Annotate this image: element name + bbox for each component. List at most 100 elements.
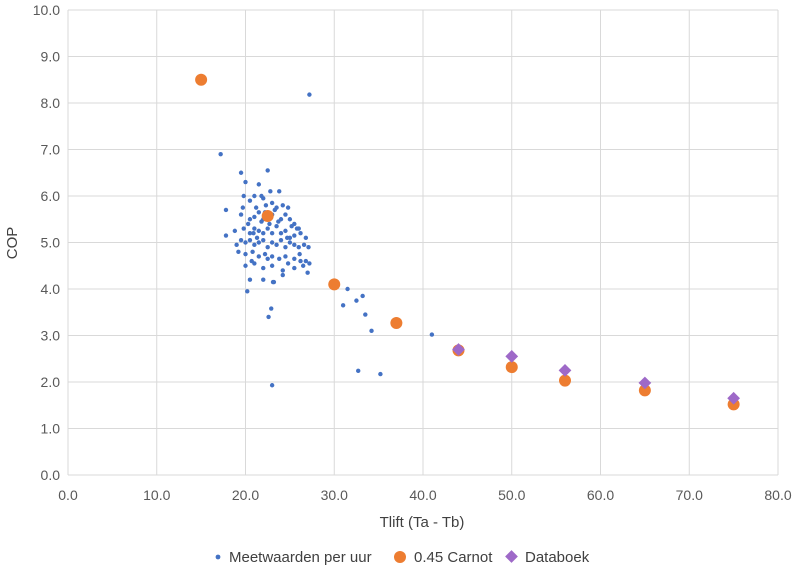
point-meetwaarde xyxy=(356,368,361,374)
y-tick-label: 0.0 xyxy=(41,467,61,483)
point-meetwaarde xyxy=(252,193,257,199)
point-meetwaarde xyxy=(277,189,282,194)
point-meetwaarde xyxy=(303,235,309,241)
point-meetwaarde xyxy=(250,249,255,254)
point-meetwaarde xyxy=(232,228,238,234)
y-tick-label: 8.0 xyxy=(41,95,61,111)
point-meetwaarde xyxy=(247,277,253,282)
point-meetwaarde xyxy=(259,219,264,224)
point-meetwaarde xyxy=(283,254,288,259)
series-0 xyxy=(218,92,435,388)
point-meetwaarde xyxy=(274,242,279,248)
x-tick-label: 40.0 xyxy=(409,487,436,503)
point-meetwaarde xyxy=(298,258,303,264)
point-meetwaarde xyxy=(240,205,246,210)
point-meetwaarde xyxy=(265,226,270,231)
point-meetwaarde xyxy=(218,151,223,157)
point-meetwaarde xyxy=(238,237,244,243)
legend-marker-meetwaarden xyxy=(215,554,221,560)
point-carnot xyxy=(195,73,208,86)
point-meetwaarde xyxy=(267,221,272,227)
point-carnot xyxy=(390,316,403,329)
point-meetwaarde xyxy=(307,92,312,97)
point-meetwaarde xyxy=(236,249,241,254)
x-tick-label: 80.0 xyxy=(764,487,791,503)
point-meetwaarde xyxy=(369,328,374,334)
y-tick-label: 1.0 xyxy=(41,421,61,437)
y-tick-label: 2.0 xyxy=(41,374,61,390)
point-carnot xyxy=(328,278,341,291)
point-meetwaarde xyxy=(283,212,288,217)
point-meetwaarde xyxy=(265,168,270,173)
point-meetwaarde xyxy=(256,254,262,259)
point-meetwaarde xyxy=(247,231,253,236)
point-meetwaarde xyxy=(243,263,248,268)
x-tick-labels: 0.0 10.0 20.0 30.0 40.0 50.0 60.0 70.0 80.0 xyxy=(58,487,792,503)
x-axis-title: Tlift (Ta - Tb) xyxy=(380,514,465,531)
point-meetwaarde xyxy=(262,251,268,257)
point-meetwaarde xyxy=(297,251,302,257)
point-meetwaarde xyxy=(249,258,254,264)
point-meetwaarde xyxy=(296,244,301,250)
point-meetwaarde xyxy=(256,210,262,215)
point-meetwaarde xyxy=(292,256,297,261)
point-meetwaarde xyxy=(269,240,275,245)
point-meetwaarde xyxy=(285,261,291,266)
y-axis-title: COP xyxy=(4,227,21,260)
point-meetwaarde xyxy=(307,261,312,266)
point-meetwaarde xyxy=(245,221,251,227)
point-meetwaarde xyxy=(270,279,276,285)
point-meetwaarde xyxy=(238,212,244,217)
point-meetwaarde xyxy=(263,203,269,208)
point-meetwaarde xyxy=(253,205,259,210)
legend-marker-carnot xyxy=(394,551,406,563)
point-meetwaarde xyxy=(268,189,273,194)
point-meetwaarde xyxy=(301,242,307,248)
legend-label-meetwaarden: Meetwaarden per uur xyxy=(229,549,372,566)
point-meetwaarde xyxy=(277,256,282,261)
point-meetwaarde xyxy=(241,193,246,199)
y-tick-label: 5.0 xyxy=(41,235,61,251)
point-meetwaarde xyxy=(269,231,275,236)
point-meetwaarde xyxy=(378,371,383,377)
y-tick-label: 7.0 xyxy=(41,142,61,158)
point-meetwaarde xyxy=(287,240,293,245)
data-points xyxy=(195,73,740,411)
point-meetwaarde xyxy=(276,219,281,224)
point-meetwaarde xyxy=(269,200,275,206)
point-meetwaarde xyxy=(287,217,293,222)
point-meetwaarde xyxy=(261,237,266,243)
point-meetwaarde xyxy=(252,242,257,248)
point-meetwaarde xyxy=(278,231,284,236)
point-meetwaarde xyxy=(223,233,229,238)
point-meetwaarde xyxy=(238,170,244,175)
legend-marker-databoek xyxy=(505,550,518,563)
point-meetwaarde xyxy=(292,242,297,248)
point-carnot xyxy=(261,209,274,222)
y-tick-label: 10.0 xyxy=(33,2,60,18)
point-meetwaarde xyxy=(278,237,284,243)
x-tick-label: 70.0 xyxy=(676,487,703,503)
point-meetwaarde xyxy=(265,256,270,261)
point-meetwaarde xyxy=(283,228,288,234)
point-meetwaarde xyxy=(289,224,294,229)
point-meetwaarde xyxy=(360,293,365,299)
point-meetwaarde xyxy=(269,306,274,311)
point-meetwaarde xyxy=(251,231,256,236)
point-meetwaarde xyxy=(252,226,257,231)
point-meetwaarde xyxy=(261,277,266,282)
point-meetwaarde xyxy=(429,332,435,337)
point-meetwaarde xyxy=(261,265,266,271)
y-tick-label: 6.0 xyxy=(41,188,61,204)
point-meetwaarde xyxy=(340,303,346,308)
x-tick-label: 10.0 xyxy=(143,487,170,503)
point-meetwaarde xyxy=(303,258,309,264)
point-databoek xyxy=(505,350,519,363)
point-meetwaarde xyxy=(300,263,306,268)
point-meetwaarde xyxy=(241,226,246,231)
point-meetwaarde xyxy=(243,240,248,245)
legend: Meetwaarden per uur 0.45 Carnot Databoek xyxy=(215,549,590,566)
point-meetwaarde xyxy=(252,214,257,220)
series-2 xyxy=(452,343,740,405)
